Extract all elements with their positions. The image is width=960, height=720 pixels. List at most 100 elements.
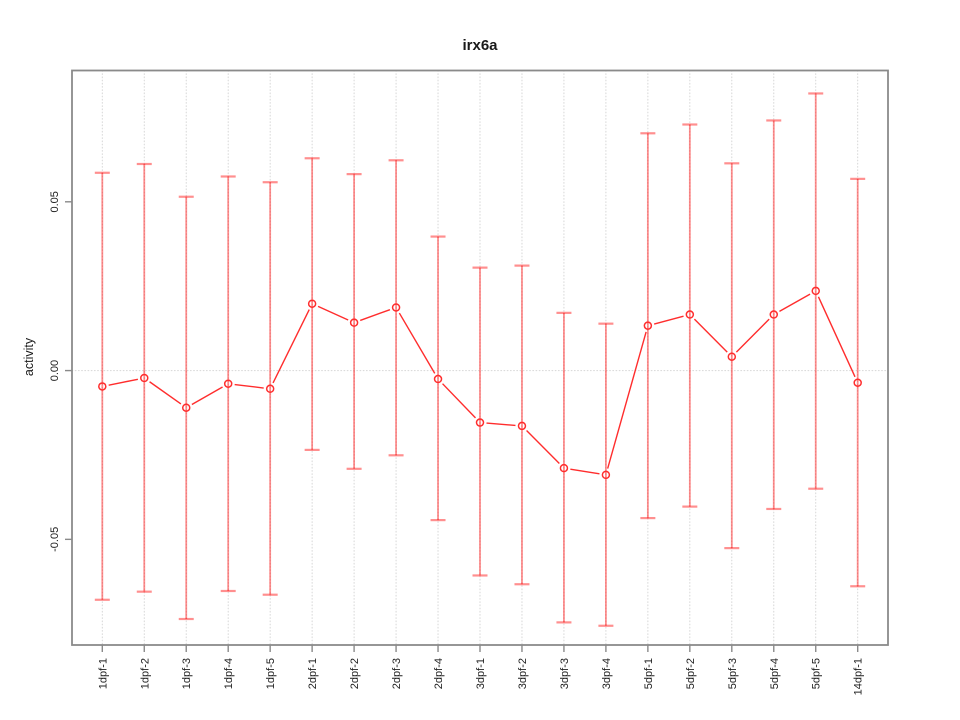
x-tick-label-group: 2dpf-1 bbox=[307, 658, 319, 689]
y-tick-label: 0.05 bbox=[49, 191, 61, 212]
data-point bbox=[685, 310, 695, 319]
x-tick-label: 5dpf-2 bbox=[685, 658, 697, 689]
x-tick-label-group: 1dpf-1 bbox=[97, 658, 109, 689]
chart-title: irx6a bbox=[462, 37, 498, 54]
y-tick-label-group: 0.05 bbox=[49, 191, 61, 212]
series-segment bbox=[570, 468, 600, 475]
x-tick-label-group: 1dpf-3 bbox=[181, 658, 193, 689]
error-bar bbox=[556, 311, 572, 624]
x-tick-label-group: 14dpf-1 bbox=[853, 658, 865, 695]
x-tick-label-group: 1dpf-2 bbox=[139, 658, 151, 689]
x-tick-label-group: 5dpf-1 bbox=[643, 658, 655, 689]
x-tick-label-group: 3dpf-3 bbox=[559, 658, 571, 689]
x-tick-label-group: 3dpf-2 bbox=[517, 658, 529, 689]
x-tick-label: 5dpf-1 bbox=[643, 658, 655, 689]
error-bar bbox=[640, 132, 656, 520]
y-tick-label: -0.05 bbox=[49, 527, 61, 552]
x-tick-label: 2dpf-3 bbox=[391, 658, 403, 689]
x-tick-label-group: 2dpf-3 bbox=[391, 658, 403, 689]
error-bar bbox=[472, 266, 488, 577]
data-point bbox=[475, 418, 485, 427]
x-tick-label: 3dpf-3 bbox=[559, 658, 571, 689]
y-tick-label-group: 0.00 bbox=[49, 360, 61, 381]
y-tick-label-group: -0.05 bbox=[49, 527, 61, 552]
error-bar bbox=[850, 177, 866, 588]
error-bar bbox=[388, 159, 404, 457]
x-tick-label-group: 1dpf-5 bbox=[265, 658, 277, 689]
data-point bbox=[517, 421, 527, 431]
error-bar bbox=[304, 157, 320, 451]
x-tick-label: 1dpf-3 bbox=[181, 658, 193, 689]
x-tick-label: 5dpf-4 bbox=[769, 658, 781, 689]
error-bar bbox=[514, 264, 530, 586]
error-bar bbox=[94, 171, 110, 601]
series-segment bbox=[317, 305, 349, 321]
x-tick-label-group: 2dpf-4 bbox=[433, 658, 445, 689]
data-point bbox=[559, 463, 569, 473]
data-point bbox=[307, 299, 317, 308]
data-point bbox=[140, 373, 149, 383]
data-point bbox=[727, 352, 737, 361]
error-bar bbox=[766, 119, 782, 511]
x-tick-label: 14dpf-1 bbox=[853, 658, 865, 695]
series-segment bbox=[398, 312, 436, 374]
error-bar bbox=[430, 235, 446, 522]
data-point bbox=[853, 378, 862, 387]
series-segment bbox=[149, 381, 182, 405]
data-point bbox=[391, 303, 401, 312]
x-tick-label-group: 1dpf-4 bbox=[223, 658, 235, 689]
error-bar bbox=[598, 322, 614, 627]
error-bar bbox=[808, 92, 824, 490]
data-point bbox=[223, 379, 233, 388]
data-point bbox=[181, 403, 191, 412]
series-segment bbox=[817, 296, 856, 378]
series-segment bbox=[779, 293, 811, 312]
x-tick-label-group: 2dpf-2 bbox=[349, 658, 361, 689]
data-point bbox=[349, 318, 359, 327]
error-bar bbox=[262, 181, 278, 596]
series-segment bbox=[234, 383, 264, 389]
series-segment bbox=[653, 315, 684, 325]
series-segment bbox=[359, 309, 391, 322]
x-tick-label-group: 5dpf-3 bbox=[727, 658, 739, 689]
error-bar bbox=[346, 173, 362, 470]
data-point bbox=[811, 286, 820, 296]
y-tick-label: 0.00 bbox=[49, 360, 61, 381]
x-tick-label-group: 3dpf-1 bbox=[475, 658, 487, 689]
x-tick-label: 3dpf-2 bbox=[517, 658, 529, 689]
error-bar bbox=[178, 195, 194, 621]
x-tick-label: 2dpf-2 bbox=[349, 658, 361, 689]
x-tick-label-group: 5dpf-2 bbox=[685, 658, 697, 689]
x-tick-label-group: 5dpf-5 bbox=[811, 658, 823, 689]
series-segment bbox=[486, 422, 516, 427]
data-point bbox=[601, 470, 611, 480]
data-point bbox=[643, 321, 653, 330]
data-point bbox=[433, 374, 443, 384]
x-tick-label: 5dpf-3 bbox=[727, 658, 739, 689]
x-tick-label: 5dpf-5 bbox=[811, 658, 823, 689]
x-tick-label: 2dpf-1 bbox=[307, 658, 319, 689]
series-segment bbox=[108, 378, 139, 386]
x-tick-label: 1dpf-4 bbox=[223, 658, 235, 689]
data-point bbox=[769, 310, 779, 319]
x-tick-label-group: 5dpf-4 bbox=[769, 658, 781, 689]
x-tick-label: 3dpf-4 bbox=[601, 658, 613, 689]
x-tick-label: 1dpf-5 bbox=[265, 658, 277, 689]
x-tick-label: 3dpf-1 bbox=[475, 658, 487, 689]
data-point bbox=[98, 382, 107, 391]
error-bar bbox=[682, 123, 698, 508]
x-tick-label: 2dpf-4 bbox=[433, 658, 445, 689]
error-bar bbox=[724, 162, 740, 550]
data-point bbox=[265, 384, 275, 394]
series-segment bbox=[693, 318, 728, 353]
series-segment bbox=[526, 430, 560, 465]
x-tick-label: 1dpf-2 bbox=[139, 658, 151, 689]
x-tick-label: 1dpf-1 bbox=[97, 658, 109, 689]
error-bar bbox=[136, 162, 152, 593]
series-segment bbox=[191, 386, 223, 406]
error-bar bbox=[220, 175, 236, 593]
series-segment bbox=[442, 383, 476, 419]
series-segment bbox=[272, 309, 310, 384]
